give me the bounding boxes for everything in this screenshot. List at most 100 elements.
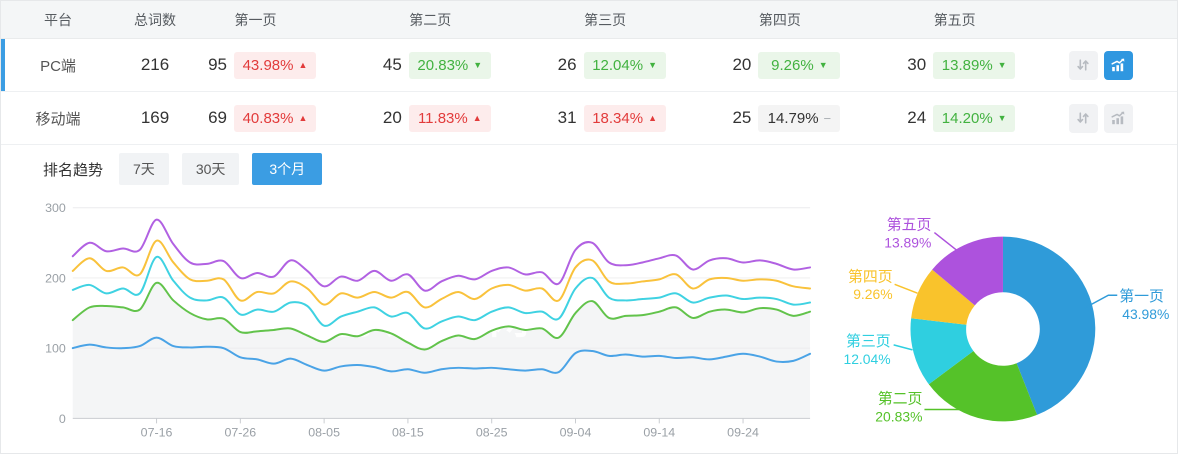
- y-axis-tick-label: 100: [45, 342, 66, 356]
- sort-button[interactable]: [1068, 50, 1098, 80]
- page1-percent-badge: 43.98% ▲: [234, 51, 316, 79]
- page1-percent-badge: 40.83% ▲: [234, 104, 316, 132]
- watermark-text: 爱站网: [386, 298, 541, 342]
- label-connector-line: [893, 344, 913, 351]
- trend-arrow-icon: ▼: [648, 59, 657, 70]
- x-axis-tick-label: 08-05: [308, 425, 340, 439]
- trend-chart-button[interactable]: [1103, 103, 1133, 133]
- trend-line-page3[interactable]: [71, 255, 812, 330]
- slice-label-name: 第二页: [878, 390, 923, 408]
- header-page2: 第二页: [409, 11, 452, 28]
- page1-count: 69: [208, 108, 227, 127]
- total-words-value: 169: [140, 108, 170, 127]
- bar-chart-icon: [1111, 58, 1125, 72]
- page4-count: 20: [732, 55, 752, 74]
- header-page3: 第三页: [584, 11, 627, 28]
- trend-line-page5[interactable]: [71, 218, 812, 292]
- donut-slice-page2[interactable]: [928, 350, 1038, 422]
- sort-arrows-icon: [1077, 112, 1090, 124]
- label-connector-line: [934, 232, 959, 253]
- charts-area: 0 100 200 300 爱站网 07-16 07-26 08-05 08-15 08-25 09…: [1, 193, 1177, 453]
- page1-count: 95: [208, 55, 227, 74]
- platform-name: PC端: [40, 57, 76, 75]
- page5-count: 30: [907, 55, 927, 74]
- trend-arrow-icon: ▼: [997, 59, 1007, 70]
- trend-arrow-icon: ▲: [472, 112, 482, 123]
- x-axis-tick-label: 07-26: [224, 425, 256, 439]
- trend-line-page4[interactable]: [71, 239, 812, 309]
- table-row-pc[interactable]: PC端 216 95 43.98% ▲ 45 20.83% ▼ 26 12.04% ▼…: [1, 39, 1177, 92]
- sort-arrows-icon: [1077, 59, 1090, 71]
- y-axis-tick-label: 200: [45, 271, 66, 285]
- rank-table: 平台 总词数 第一页 第二页 第三页 第四页 第五页 PC端 216 95 43…: [1, 1, 1177, 145]
- donut-slice-page1[interactable]: [1003, 236, 1096, 415]
- total-words-value: 216: [140, 55, 170, 74]
- x-axis-tick-label: 08-25: [476, 425, 508, 439]
- page5-percent-badge: 13.89% ▼: [933, 51, 1016, 79]
- trend-line-page2[interactable]: [71, 281, 812, 351]
- header-page1: 第一页: [234, 11, 277, 28]
- page2-percent-badge: 11.83% ▲: [408, 104, 491, 132]
- trend-section-title: 排名趋势: [43, 161, 104, 179]
- trend-arrow-icon: ▼: [473, 59, 483, 70]
- x-axis-tick-label: 09-14: [643, 425, 675, 439]
- header-platform: 平台: [44, 11, 72, 28]
- ranking-trend-line-chart: 0 100 200 300 爱站网 07-16 07-26 08-05 08-15 08-25 09…: [45, 201, 812, 439]
- tab-30-days[interactable]: 30天: [181, 153, 240, 185]
- page4-count: 25: [732, 108, 752, 127]
- label-connector-line: [1084, 294, 1118, 309]
- page4-percent-badge: 9.26% ▼: [758, 51, 841, 79]
- header-page4: 第四页: [758, 11, 801, 28]
- label-connector-line: [894, 283, 918, 294]
- donut-slice-page4[interactable]: [911, 269, 975, 325]
- trend-arrow-icon: ▲: [298, 59, 308, 70]
- slice-label-name: 第三页: [846, 332, 891, 350]
- tab-7-days[interactable]: 7天: [119, 153, 169, 185]
- page5-count: 24: [907, 108, 927, 127]
- header-total-words: 总词数: [134, 11, 176, 28]
- page3-percent-badge: 18.34% ▲: [583, 104, 666, 132]
- watermark-logo: [334, 301, 370, 337]
- page2-count: 45: [382, 55, 402, 74]
- y-axis-tick-label: 300: [45, 201, 66, 215]
- trend-toolbar: 排名趋势 7天 30天 3个月: [1, 145, 1177, 193]
- trend-arrow-icon: ▲: [298, 112, 308, 123]
- slice-label-percent: 13.89%: [884, 235, 931, 251]
- trend-arrow-icon: ▼: [818, 59, 828, 70]
- donut-slice-page5[interactable]: [932, 236, 1004, 306]
- x-axis-tick-label: 09-04: [560, 425, 592, 439]
- header-page5: 第五页: [933, 11, 976, 28]
- page5-percent-badge: 14.20% ▼: [933, 104, 1016, 132]
- slice-label-name: 第四页: [848, 267, 893, 285]
- page2-percent-badge: 20.83% ▼: [408, 51, 491, 79]
- page3-count: 26: [557, 55, 577, 74]
- page2-count: 20: [382, 108, 402, 127]
- slice-label-percent: 43.98%: [1122, 306, 1169, 322]
- page4-percent-badge: 14.79% −: [758, 104, 841, 132]
- y-axis-tick-label: 0: [59, 412, 66, 426]
- bar-chart-icon: [1111, 111, 1125, 125]
- x-axis-tick-label: 07-16: [141, 425, 173, 439]
- trend-arrow-icon: ▼: [997, 112, 1007, 123]
- trend-chart-button[interactable]: [1103, 50, 1133, 80]
- page3-count: 31: [557, 108, 577, 127]
- sort-button[interactable]: [1068, 103, 1098, 133]
- table-header-row: 平台 总词数 第一页 第二页 第三页 第四页 第五页: [1, 1, 1177, 39]
- platform-name: 移动端: [35, 110, 81, 128]
- tab-3-months[interactable]: 3个月: [252, 153, 323, 185]
- trend-arrow-icon: ▲: [648, 112, 657, 123]
- x-axis-tick-label: 09-24: [727, 425, 759, 439]
- x-axis-tick-label: 08-15: [392, 425, 424, 439]
- slice-label-name: 第一页: [1119, 287, 1164, 305]
- slice-label-percent: 9.26%: [853, 286, 892, 302]
- table-row-mobile[interactable]: 移动端 169 69 40.83% ▲ 20 11.83% ▲ 31 18.34% ▲…: [1, 92, 1177, 145]
- donut-slice-page3[interactable]: [910, 318, 974, 385]
- selected-row-indicator: [1, 39, 5, 91]
- trend-arrow-icon: −: [823, 110, 832, 126]
- trend-line-page1[interactable]: [71, 336, 812, 374]
- slice-label-name: 第五页: [887, 216, 932, 234]
- slice-label-percent: 20.83%: [875, 408, 922, 424]
- slice-label-percent: 12.04%: [844, 351, 891, 367]
